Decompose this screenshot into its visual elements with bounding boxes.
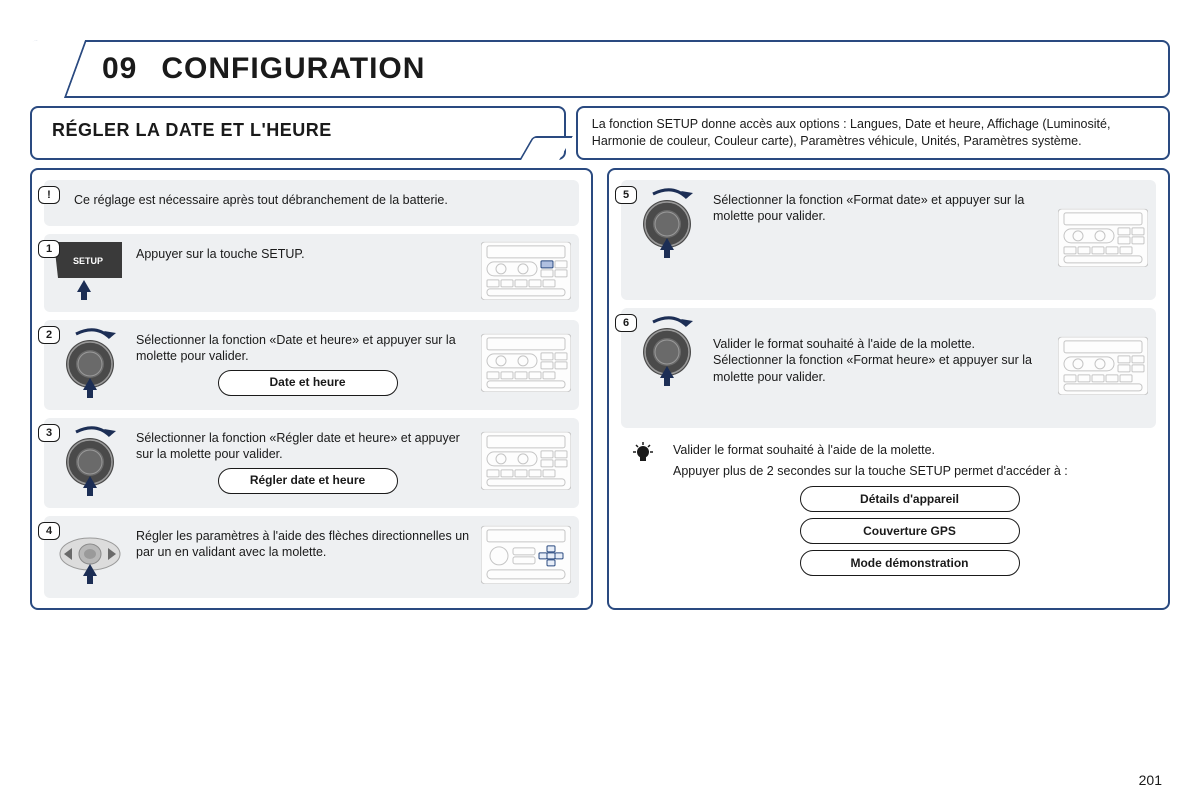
menu-pill: Régler date et heure (218, 468, 398, 494)
header-row: RÉGLER LA DATE ET L'HEURE La fonction SE… (30, 106, 1170, 160)
rotary-knob-icon (54, 426, 126, 500)
menu-pill: Mode démonstration (800, 550, 1020, 576)
step-number: 1 (38, 240, 60, 258)
rotary-knob-icon (631, 188, 703, 262)
intro-text-box: La fonction SETUP donne accès aux option… (576, 106, 1170, 160)
left-column: ! Ce réglage est nécessaire après tout d… (30, 168, 593, 610)
step-5: 5 Sélectionner la fonction «Format date»… (621, 180, 1156, 300)
step-text: Appuyer sur la touche SETUP. (136, 247, 305, 261)
step-text: Régler les paramètres à l'aide des flèch… (136, 529, 469, 559)
chapter-number: 09 (102, 52, 152, 86)
step-number: 2 (38, 326, 60, 344)
step-number: 6 (615, 314, 637, 332)
page-number: 201 (1139, 772, 1162, 788)
step-number: 3 (38, 424, 60, 442)
step-number: 5 (615, 186, 637, 204)
chapter-banner: 09 CONFIGURATION (30, 40, 1170, 98)
chapter-title: 09 CONFIGURATION (102, 52, 1148, 86)
console-icon (481, 334, 571, 396)
step-text: Valider le format souhaité à l'aide de l… (713, 337, 1032, 384)
step-3: 3 Sélectionner la fonction «Régler date … (44, 418, 579, 508)
step-text: Sélectionner la fonction «Date et heure»… (136, 333, 456, 363)
intro-text: La fonction SETUP donne accès aux option… (592, 117, 1111, 148)
alert-box: ! Ce réglage est nécessaire après tout d… (44, 180, 579, 226)
console-icon (481, 526, 571, 588)
chapter-title-text: CONFIGURATION (161, 52, 425, 85)
step-6: 6 Valider le format souhaité à l'aide de… (621, 308, 1156, 428)
menu-pill: Date et heure (218, 370, 398, 396)
console-icon (1058, 209, 1148, 271)
step-text: Sélectionner la fonction «Régler date et… (136, 431, 460, 461)
step-text: Sélectionner la fonction «Format date» e… (713, 193, 1024, 223)
step-number: 4 (38, 522, 60, 540)
menu-pill: Détails d'appareil (800, 486, 1020, 512)
dpad-icon (54, 524, 126, 590)
console-icon (481, 432, 571, 494)
subheader-text: RÉGLER LA DATE ET L'HEURE (52, 120, 544, 141)
tip-line-1: Valider le format souhaité à l'aide de l… (673, 442, 1146, 459)
step-2: 2 Sélectionner la fonction «Date et heur… (44, 320, 579, 410)
tip-pill-list: Détails d'appareil Couverture GPS Mode d… (673, 486, 1146, 577)
menu-pill: Couverture GPS (800, 518, 1020, 544)
rotary-knob-icon (54, 328, 126, 402)
alert-icon: ! (38, 186, 60, 204)
manual-page: 09 CONFIGURATION RÉGLER LA DATE ET L'HEU… (0, 0, 1200, 630)
rotary-knob-icon (631, 316, 703, 390)
right-column: 5 Sélectionner la fonction «Format date»… (607, 168, 1170, 610)
content-columns: ! Ce réglage est nécessaire après tout d… (30, 168, 1170, 610)
step-4: 4 Régler les paramètres à l'aide des flè… (44, 516, 579, 598)
alert-text: Ce réglage est nécessaire après tout déb… (74, 193, 448, 207)
setup-button-icon (54, 242, 126, 304)
console-icon (481, 242, 571, 304)
tip-line-2: Appuyer plus de 2 secondes sur la touche… (673, 463, 1146, 480)
step-1: 1 Appuyer sur la touche SETUP. (44, 234, 579, 312)
console-icon (1058, 337, 1148, 399)
section-subheader: RÉGLER LA DATE ET L'HEURE (30, 106, 566, 160)
tip-section: Valider le format souhaité à l'aide de l… (621, 436, 1156, 588)
bulb-icon (631, 442, 661, 582)
